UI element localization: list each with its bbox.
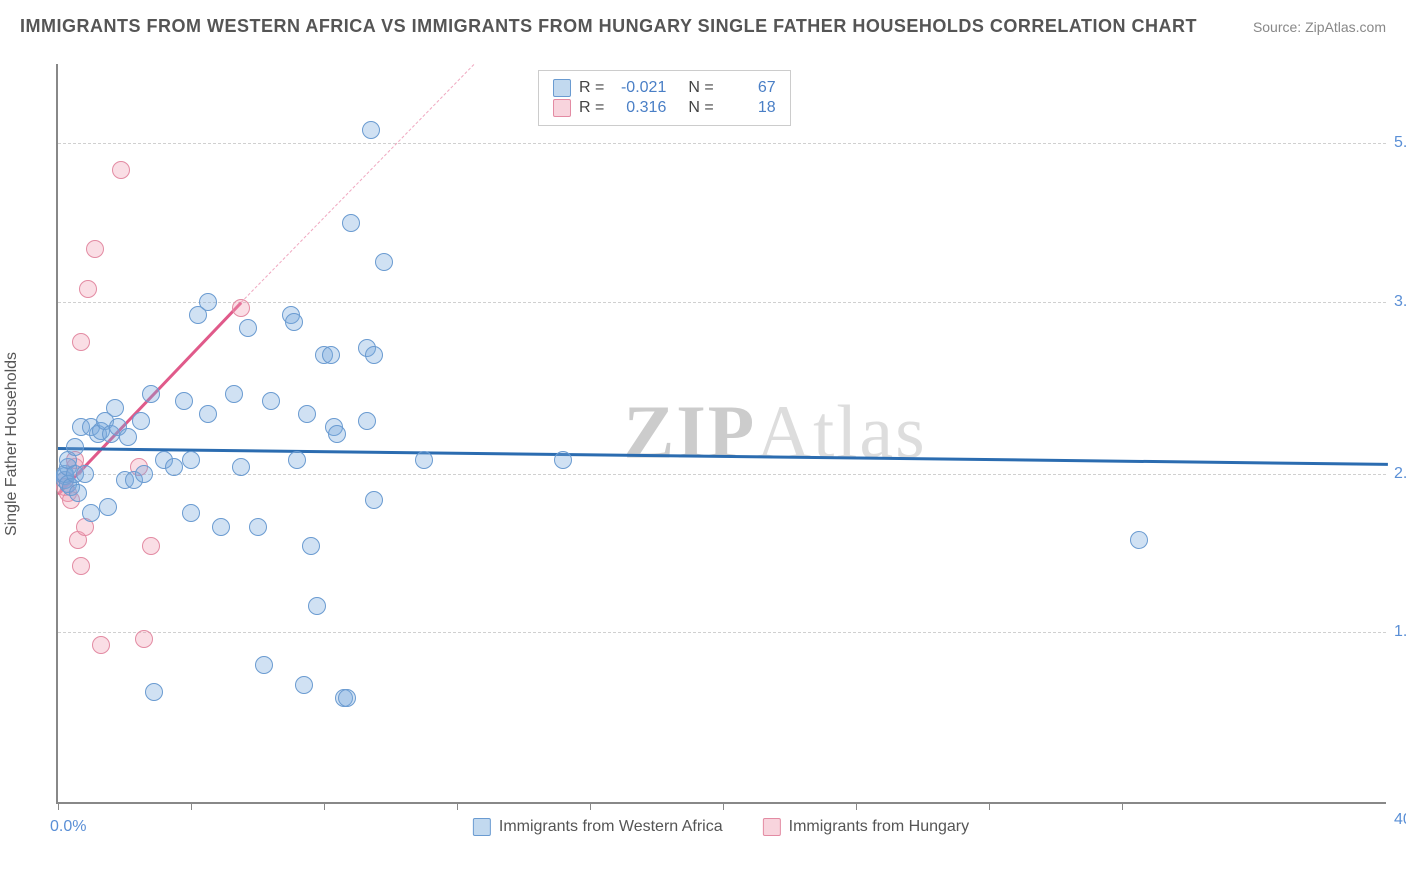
- data-point: [322, 346, 340, 364]
- data-point: [72, 333, 90, 351]
- data-point: [76, 465, 94, 483]
- y-axis-label: Single Father Households: [3, 352, 21, 536]
- legend-swatch-icon: [553, 79, 571, 97]
- x-tick: [324, 802, 325, 810]
- y-tick-label: 1.3%: [1394, 623, 1406, 641]
- trend-line: [58, 447, 1388, 465]
- legend-row: R =-0.021N =67: [553, 79, 776, 97]
- legend-correlation: R =-0.021N =67 R =0.316N =18: [538, 70, 791, 126]
- chart-title: IMMIGRANTS FROM WESTERN AFRICA VS IMMIGR…: [20, 16, 1197, 37]
- data-point: [249, 518, 267, 536]
- data-point: [362, 121, 380, 139]
- data-point: [365, 491, 383, 509]
- data-point: [79, 280, 97, 298]
- data-point: [212, 518, 230, 536]
- x-tick: [1122, 802, 1123, 810]
- data-point: [69, 484, 87, 502]
- data-point: [142, 385, 160, 403]
- data-point: [285, 313, 303, 331]
- data-point: [338, 689, 356, 707]
- data-point: [302, 537, 320, 555]
- data-point: [72, 557, 90, 575]
- data-point: [358, 412, 376, 430]
- data-point: [375, 253, 393, 271]
- x-tick: [457, 802, 458, 810]
- y-tick-label: 2.5%: [1394, 465, 1406, 483]
- x-axis-min-label: 0.0%: [50, 818, 86, 836]
- data-point: [66, 438, 84, 456]
- data-point: [112, 161, 130, 179]
- data-point: [86, 240, 104, 258]
- chart-header: IMMIGRANTS FROM WESTERN AFRICA VS IMMIGR…: [0, 0, 1406, 45]
- data-point: [415, 451, 433, 469]
- chart-wrap: Single Father Households ZIPAtlas R =-0.…: [56, 54, 1386, 834]
- x-tick: [590, 802, 591, 810]
- data-point: [225, 385, 243, 403]
- gridline: [58, 632, 1386, 633]
- data-point: [135, 630, 153, 648]
- x-tick: [989, 802, 990, 810]
- data-point: [175, 392, 193, 410]
- data-point: [295, 676, 313, 694]
- data-point: [232, 299, 250, 317]
- data-point: [328, 425, 346, 443]
- watermark: ZIPAtlas: [624, 390, 927, 477]
- data-point: [199, 405, 217, 423]
- legend-swatch-icon: [763, 818, 781, 836]
- x-tick: [723, 802, 724, 810]
- data-point: [308, 597, 326, 615]
- legend-item: Immigrants from Hungary: [763, 818, 970, 836]
- gridline: [58, 143, 1386, 144]
- data-point: [82, 504, 100, 522]
- legend-item: Immigrants from Western Africa: [473, 818, 723, 836]
- data-point: [262, 392, 280, 410]
- x-tick: [856, 802, 857, 810]
- data-point: [182, 451, 200, 469]
- legend-series: Immigrants from Western Africa Immigrants…: [473, 818, 969, 836]
- data-point: [239, 319, 257, 337]
- y-tick-label: 5.0%: [1394, 134, 1406, 152]
- x-tick: [191, 802, 192, 810]
- data-point: [132, 412, 150, 430]
- data-point: [135, 465, 153, 483]
- data-point: [119, 428, 137, 446]
- data-point: [255, 656, 273, 674]
- data-point: [554, 451, 572, 469]
- data-point: [182, 504, 200, 522]
- legend-swatch-icon: [553, 99, 571, 117]
- gridline: [58, 302, 1386, 303]
- data-point: [1130, 531, 1148, 549]
- data-point: [365, 346, 383, 364]
- plot-area: ZIPAtlas R =-0.021N =67R =0.316N =18 1.3…: [56, 64, 1386, 804]
- data-point: [199, 293, 217, 311]
- legend-row: R =0.316N =18: [553, 99, 776, 117]
- data-point: [232, 458, 250, 476]
- x-axis-max-label: 40.0%: [1394, 811, 1406, 829]
- data-point: [288, 451, 306, 469]
- data-point: [106, 399, 124, 417]
- data-point: [142, 537, 160, 555]
- trend-line: [241, 64, 474, 303]
- data-point: [92, 636, 110, 654]
- data-point: [342, 214, 360, 232]
- data-point: [145, 683, 163, 701]
- data-point: [99, 498, 117, 516]
- x-tick: [58, 802, 59, 810]
- data-point: [165, 458, 183, 476]
- chart-source: Source: ZipAtlas.com: [1253, 19, 1386, 35]
- y-tick-label: 3.8%: [1394, 293, 1406, 311]
- gridline: [58, 474, 1386, 475]
- legend-swatch-icon: [473, 818, 491, 836]
- data-point: [298, 405, 316, 423]
